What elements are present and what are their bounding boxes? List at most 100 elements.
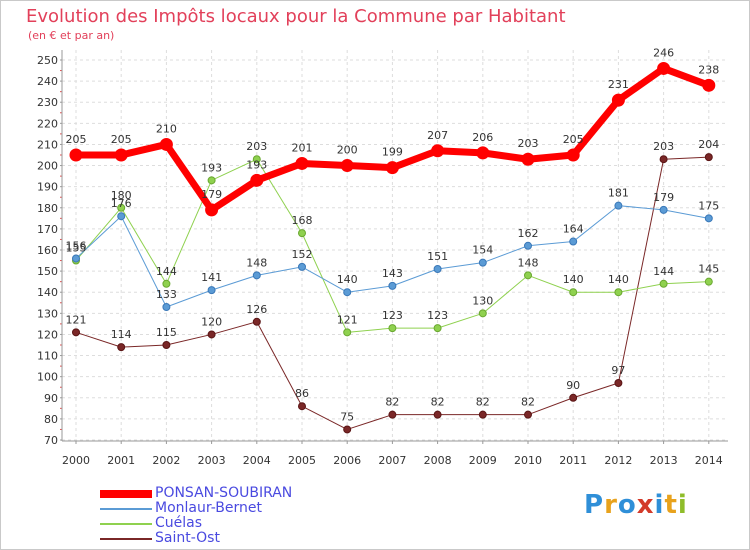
- data-point: [388, 410, 397, 419]
- data-point: [252, 271, 261, 280]
- data-label: 140: [608, 273, 629, 286]
- data-point: [250, 173, 264, 187]
- y-tick-label: 170: [37, 223, 58, 236]
- x-tick-label: 2014: [695, 454, 723, 467]
- y-tick-label: 240: [37, 75, 58, 88]
- data-point: [162, 341, 171, 349]
- data-label: 123: [427, 309, 448, 322]
- data-point: [252, 317, 261, 326]
- data-label: 120: [201, 315, 222, 328]
- x-tick-label: 2003: [198, 454, 226, 467]
- x-tick-label: 2010: [514, 454, 542, 467]
- data-label: 179: [201, 188, 222, 201]
- data-label: 200: [337, 144, 358, 157]
- data-label: 205: [111, 133, 132, 146]
- legend-label-saint-ost: Saint-Ost: [155, 530, 220, 546]
- y-tick-label: 120: [37, 328, 58, 341]
- data-label: 181: [608, 187, 629, 200]
- data-point: [298, 402, 306, 411]
- data-point: [162, 303, 171, 311]
- x-tick-label: 2008: [424, 454, 452, 467]
- data-point: [704, 153, 713, 162]
- data-point: [207, 286, 216, 295]
- data-label: 199: [382, 146, 403, 159]
- data-label: 162: [518, 227, 539, 240]
- y-tick-label: 70: [44, 434, 58, 447]
- data-label: 144: [156, 265, 177, 278]
- x-tick-label: 2001: [107, 454, 135, 467]
- chart-title: Evolution des Impôts locaux pour la Comm…: [26, 6, 566, 27]
- data-label: 86: [295, 387, 309, 400]
- y-tick-label: 190: [37, 181, 58, 194]
- data-label: 168: [292, 214, 313, 227]
- y-tick-label: 250: [37, 54, 58, 67]
- data-point: [614, 201, 623, 210]
- data-label: 203: [246, 140, 267, 153]
- plot-area: [62, 50, 728, 441]
- y-tick-label: 80: [44, 413, 58, 426]
- data-point: [207, 176, 216, 185]
- data-label: 115: [156, 326, 177, 339]
- legend-swatch-saint-ost: [100, 538, 152, 540]
- data-label: 123: [382, 309, 403, 322]
- data-label: 201: [292, 141, 313, 154]
- data-label: 82: [385, 396, 399, 409]
- y-tick-label: 90: [44, 392, 58, 405]
- chart-subtitle: (en € et par an): [28, 29, 115, 42]
- x-tick-label: 2005: [288, 454, 316, 467]
- data-point: [117, 212, 126, 221]
- data-point: [433, 265, 442, 273]
- data-label: 133: [156, 288, 177, 301]
- data-point: [117, 203, 126, 212]
- logo-letter: o: [617, 490, 637, 520]
- data-label: 246: [653, 46, 674, 59]
- data-label: 193: [201, 161, 222, 174]
- data-point: [659, 155, 668, 164]
- data-point: [704, 214, 713, 223]
- data-point: [72, 328, 80, 337]
- y-tick-label: 140: [37, 286, 58, 299]
- data-label: 207: [427, 129, 448, 142]
- data-point: [614, 288, 623, 297]
- data-point: [476, 146, 490, 160]
- data-label: 205: [66, 133, 87, 146]
- data-label: 121: [337, 313, 358, 326]
- data-label: 152: [292, 248, 313, 261]
- logo-letter: i: [654, 490, 665, 520]
- y-tick-label: 220: [37, 117, 58, 130]
- data-label: 155: [66, 242, 87, 255]
- logo-letter: i: [677, 490, 688, 520]
- data-point: [657, 61, 671, 75]
- data-label: 204: [698, 138, 719, 151]
- data-point: [207, 330, 216, 339]
- legend-label-ponsan: PONSAN-SOUBIRAN: [155, 485, 293, 501]
- data-point: [611, 93, 625, 107]
- x-tick-labels: 2000 2001 2002 2003 2004 2005 2006 2007 2008 2009…: [62, 454, 723, 467]
- data-point: [433, 324, 442, 333]
- data-point: [659, 279, 668, 288]
- y-tick-label: 110: [37, 350, 58, 363]
- data-label: 238: [698, 63, 719, 76]
- data-label: 148: [518, 256, 539, 269]
- data-label: 75: [340, 410, 354, 423]
- data-label: 140: [337, 273, 358, 286]
- x-tick-label: 2004: [243, 454, 271, 467]
- data-label: 164: [563, 223, 584, 236]
- data-point: [114, 148, 128, 162]
- data-label: 121: [66, 313, 87, 326]
- data-label: 82: [476, 396, 490, 409]
- legend-swatch-monlaur: [100, 508, 152, 510]
- x-tick-label: 2007: [378, 454, 406, 467]
- data-point: [524, 241, 532, 250]
- data-point: [433, 410, 442, 419]
- data-label: 141: [201, 271, 222, 284]
- data-label: 143: [382, 267, 403, 280]
- data-point: [69, 148, 83, 162]
- logo-letter: x: [636, 490, 655, 520]
- data-point: [524, 271, 532, 280]
- logo-letter: r: [604, 490, 618, 520]
- legend-label-monlaur: Monlaur-Bernet: [155, 500, 262, 516]
- data-point: [478, 309, 487, 318]
- y-tick-label: 150: [37, 265, 58, 278]
